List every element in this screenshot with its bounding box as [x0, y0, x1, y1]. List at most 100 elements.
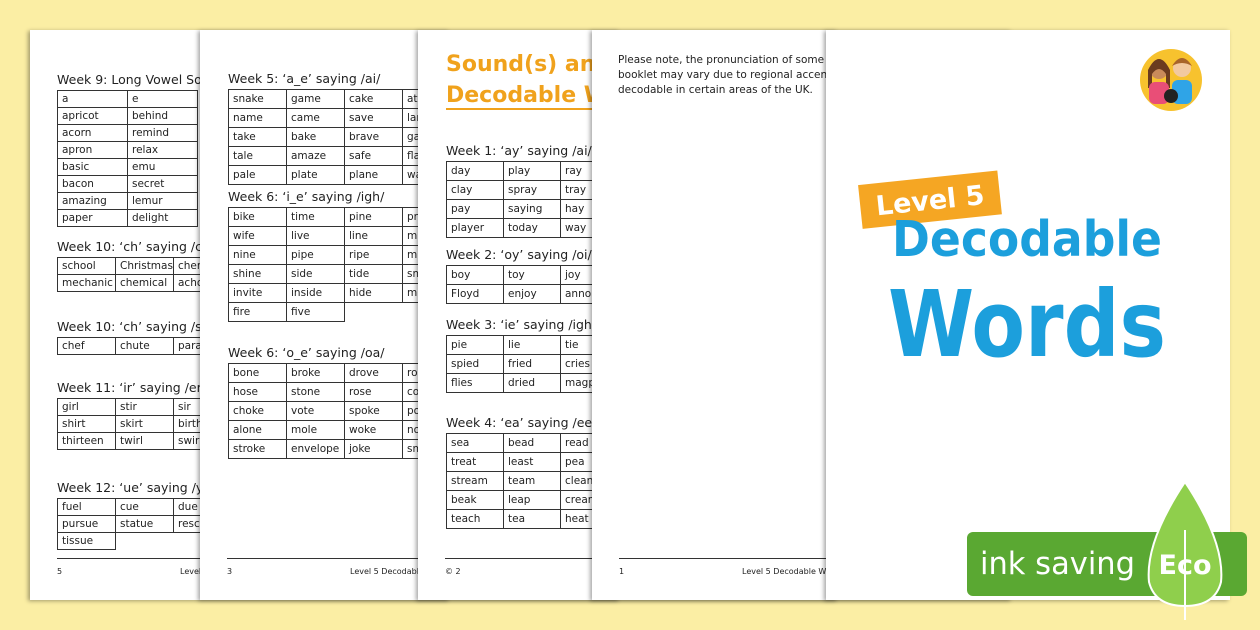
word-cell: apricot — [57, 107, 128, 125]
word-cell: tea — [503, 509, 561, 529]
footer-text: Level 5 Decodabl — [350, 567, 419, 576]
cover-page: Level 5 Decodable Words — [826, 30, 1230, 600]
word-cell: five — [286, 302, 345, 322]
word-cell: beak — [446, 490, 504, 510]
week-heading: Week 9: Long Vowel Sou — [57, 72, 210, 87]
word-cell: sea — [446, 433, 504, 453]
word-cell: bike — [228, 207, 287, 227]
cover-title: Decodable — [892, 211, 1162, 268]
word-cell: stream — [446, 471, 504, 491]
word-cell: day — [446, 161, 504, 181]
table-row: basic emu — [57, 158, 198, 176]
table-row: pale plate plane wa — [228, 165, 461, 185]
word-cell: acorn — [57, 124, 128, 142]
word-cell: school — [57, 257, 116, 275]
word-cell: wife — [228, 226, 287, 246]
word-cell: cake — [344, 89, 403, 109]
word-cell: play — [503, 161, 561, 181]
word-cell: time — [286, 207, 345, 227]
word-cell: fried — [503, 354, 561, 374]
word-cell: e — [127, 90, 198, 108]
word-cell: stir — [115, 398, 174, 416]
word-cell: game — [286, 89, 345, 109]
word-cell: apron — [57, 141, 128, 159]
word-cell: snake — [228, 89, 287, 109]
word-cell: pay — [446, 199, 504, 219]
word-cell: remind — [127, 124, 198, 142]
word-cell: tissue — [57, 532, 116, 550]
word-cell: choke — [228, 401, 287, 421]
word-cell: invite — [228, 283, 287, 303]
word-cell: twirl — [115, 432, 174, 450]
word-cell: dried — [503, 373, 561, 393]
word-cell: amaze — [286, 146, 345, 166]
word-cell: emu — [127, 158, 198, 176]
word-cell: statue — [115, 515, 174, 533]
footer-number: 1 — [619, 567, 625, 576]
word-cell: alone — [228, 420, 287, 440]
footer-number: 3 — [227, 567, 233, 576]
word-cell: a — [57, 90, 128, 108]
word-cell: team — [503, 471, 561, 491]
word-cell: tide — [344, 264, 403, 284]
eco-text: ink saving — [980, 546, 1135, 582]
word-cell: paper — [57, 209, 128, 227]
word-cell: save — [344, 108, 403, 128]
word-cell: rose — [344, 382, 403, 402]
week-heading: Week 10: ‘ch’ saying /sh — [57, 319, 210, 334]
week-heading: Week 4: ‘ea’ saying /ee/ — [446, 415, 597, 430]
kid-hair — [1172, 58, 1192, 66]
word-cell: secret — [127, 175, 198, 193]
word-cell: stone — [286, 382, 345, 402]
word-cell: enjoy — [503, 284, 561, 304]
word-cell: toy — [503, 265, 561, 285]
word-cell: delight — [127, 209, 198, 227]
word-cell: spray — [503, 180, 561, 200]
word-cell: came — [286, 108, 345, 128]
word-cell: chute — [115, 337, 174, 355]
word-cell: side — [286, 264, 345, 284]
word-cell: safe — [344, 146, 403, 166]
word-cell: plate — [286, 165, 345, 185]
word-cell: relax — [127, 141, 198, 159]
section-title: Decodable W — [446, 83, 609, 110]
table-row: fire five — [228, 302, 461, 322]
week-heading: Week 3: ‘ie’ saying /igh/ — [446, 317, 597, 332]
word-cell: pipe — [286, 245, 345, 265]
pet — [1164, 89, 1178, 103]
word-cell: teach — [446, 509, 504, 529]
word-cell: spoke — [344, 401, 403, 421]
word-cell: skirt — [115, 415, 174, 433]
word-table: a e apricot behind acorn remind apron relax basi… — [57, 90, 198, 227]
word-cell: hose — [228, 382, 287, 402]
word-cell: behind — [127, 107, 198, 125]
eco-badge: ink saving Eco — [967, 480, 1247, 620]
word-cell: take — [228, 127, 287, 147]
word-cell: saying — [503, 199, 561, 219]
table-row: bike time pine pri — [228, 207, 461, 227]
table-row: paper delight — [57, 209, 198, 227]
word-cell: fire — [228, 302, 287, 322]
word-cell: live — [286, 226, 345, 246]
word-cell: chef — [57, 337, 116, 355]
table-row: bacon secret — [57, 175, 198, 193]
table-row: apron relax — [57, 141, 198, 159]
word-cell: fuel — [57, 498, 116, 516]
footer-rule — [619, 558, 1012, 559]
word-cell: pale — [228, 165, 287, 185]
word-cell: Christmas — [115, 257, 174, 275]
table-row: acorn remind — [57, 124, 198, 142]
word-cell: bacon — [57, 175, 128, 193]
word-cell: ripe — [344, 245, 403, 265]
word-cell: amazing — [57, 192, 128, 210]
word-cell: stroke — [228, 439, 287, 459]
footer-text: Level 5 Decodable W — [742, 567, 827, 576]
word-cell: shirt — [57, 415, 116, 433]
table-row: spied fried cries — [446, 354, 618, 374]
word-cell: bone — [228, 363, 287, 383]
cover-title: Words — [888, 271, 1166, 378]
level-badge: Level 5 — [858, 170, 1002, 229]
kid-hair — [1148, 59, 1170, 88]
